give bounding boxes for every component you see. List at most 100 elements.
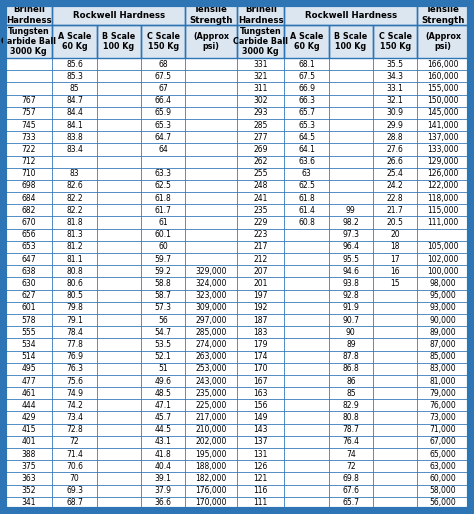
Text: 293: 293: [254, 108, 268, 117]
Bar: [141, 216, 185, 229]
Bar: [237, 338, 284, 351]
Text: 647: 647: [21, 254, 36, 264]
Bar: [373, 180, 417, 192]
Bar: [53, 241, 97, 253]
Text: 352: 352: [21, 486, 36, 495]
Bar: [373, 399, 417, 412]
Text: 111: 111: [254, 499, 268, 507]
Bar: [329, 143, 373, 156]
Text: 118,000: 118,000: [428, 194, 459, 203]
Bar: [141, 229, 185, 241]
Bar: [5, 156, 53, 168]
Bar: [141, 156, 185, 168]
Text: 285,000: 285,000: [195, 328, 227, 337]
Bar: [373, 82, 417, 95]
Bar: [97, 216, 141, 229]
Bar: [329, 168, 373, 180]
Bar: [237, 289, 284, 302]
Text: 331: 331: [254, 60, 268, 68]
Text: 65.7: 65.7: [298, 108, 315, 117]
Bar: [5, 351, 53, 363]
Bar: [185, 338, 237, 351]
Bar: [141, 436, 185, 448]
Bar: [329, 412, 373, 424]
Bar: [97, 351, 141, 363]
Bar: [284, 412, 329, 424]
Bar: [417, 241, 469, 253]
Bar: [417, 70, 469, 82]
Bar: [185, 82, 237, 95]
Bar: [53, 131, 97, 143]
Bar: [417, 338, 469, 351]
Text: 684: 684: [21, 194, 36, 203]
Bar: [141, 25, 185, 58]
Bar: [97, 338, 141, 351]
Bar: [417, 82, 469, 95]
Bar: [97, 460, 141, 472]
Bar: [237, 485, 284, 497]
Text: 105,000: 105,000: [428, 243, 459, 251]
Bar: [185, 424, 237, 436]
Bar: [141, 265, 185, 278]
Bar: [97, 168, 141, 180]
Bar: [373, 412, 417, 424]
Bar: [237, 326, 284, 338]
Bar: [284, 387, 329, 399]
Text: 207: 207: [254, 267, 268, 276]
Bar: [237, 58, 284, 70]
Bar: [417, 143, 469, 156]
Bar: [329, 302, 373, 314]
Bar: [97, 363, 141, 375]
Text: 129,000: 129,000: [428, 157, 459, 166]
Text: 155,000: 155,000: [428, 84, 459, 93]
Text: 653: 653: [21, 243, 36, 251]
Bar: [417, 485, 469, 497]
Bar: [329, 278, 373, 289]
Bar: [141, 180, 185, 192]
Bar: [329, 70, 373, 82]
Bar: [373, 460, 417, 472]
Bar: [417, 424, 469, 436]
Text: 76.9: 76.9: [66, 352, 83, 361]
Text: 578: 578: [21, 316, 36, 324]
Bar: [329, 156, 373, 168]
Bar: [329, 448, 373, 460]
Bar: [185, 192, 237, 204]
Bar: [237, 229, 284, 241]
Bar: [53, 387, 97, 399]
Bar: [141, 387, 185, 399]
Text: 92.8: 92.8: [343, 291, 359, 300]
Text: 68.7: 68.7: [66, 499, 83, 507]
Bar: [53, 472, 97, 485]
Bar: [185, 156, 237, 168]
Text: 90,000: 90,000: [430, 316, 456, 324]
Bar: [329, 472, 373, 485]
Bar: [185, 412, 237, 424]
Text: 27.6: 27.6: [387, 145, 403, 154]
Bar: [141, 314, 185, 326]
Bar: [373, 70, 417, 82]
Bar: [53, 497, 97, 509]
Bar: [284, 253, 329, 265]
Bar: [141, 460, 185, 472]
Bar: [97, 180, 141, 192]
Bar: [97, 168, 141, 180]
Text: 61.8: 61.8: [155, 194, 172, 203]
Bar: [141, 399, 185, 412]
Text: 241: 241: [254, 194, 268, 203]
Bar: [284, 265, 329, 278]
Bar: [329, 180, 373, 192]
Bar: [53, 168, 97, 180]
Text: 71.4: 71.4: [66, 450, 83, 458]
Bar: [141, 497, 185, 509]
Bar: [97, 131, 141, 143]
Text: 70.6: 70.6: [66, 462, 83, 471]
Bar: [5, 265, 53, 278]
Bar: [141, 436, 185, 448]
Bar: [97, 192, 141, 204]
Bar: [237, 107, 284, 119]
Bar: [237, 265, 284, 278]
Text: 83,000: 83,000: [430, 364, 456, 373]
Bar: [141, 278, 185, 289]
Bar: [53, 82, 97, 95]
